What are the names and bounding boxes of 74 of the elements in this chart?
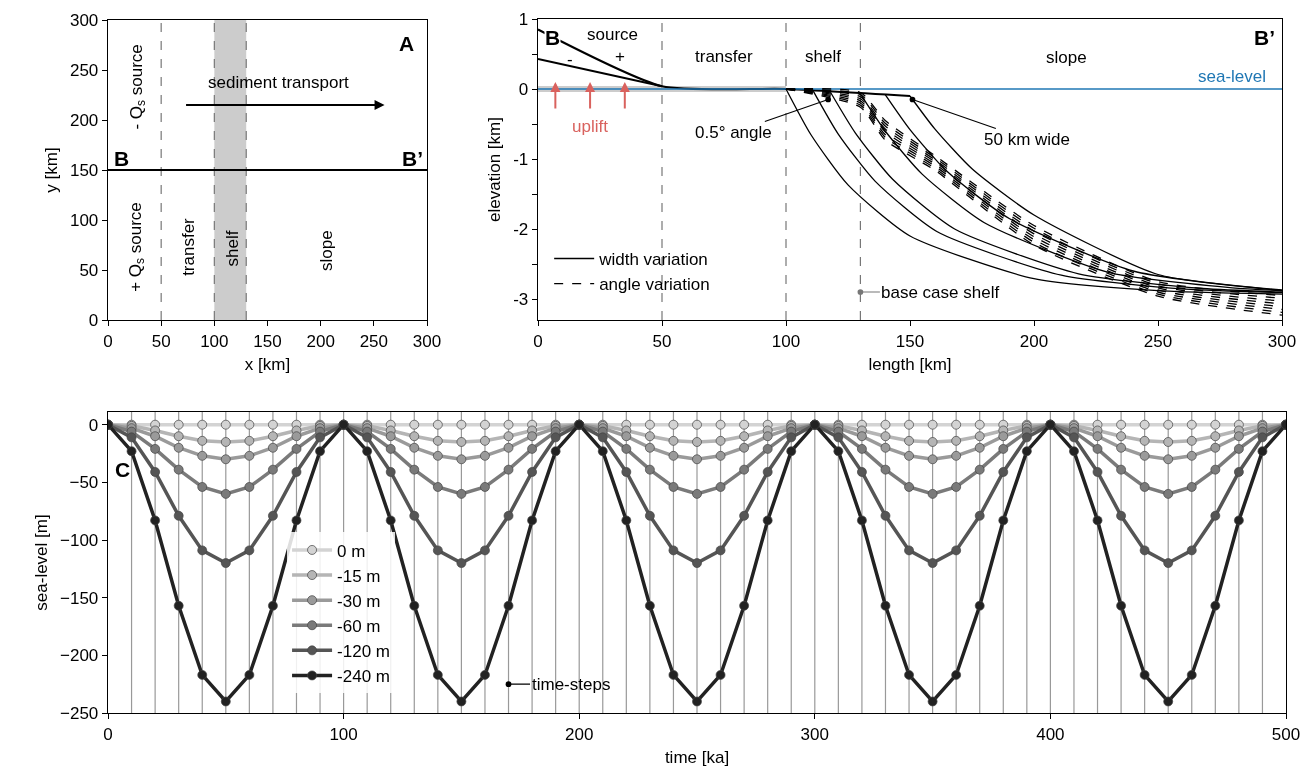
x-tick-label: 100	[329, 724, 358, 744]
series-label: sea-level	[1198, 67, 1267, 86]
annotation: source	[587, 25, 639, 44]
x-tick-label: 200	[1019, 331, 1049, 351]
annotation: slope	[1046, 48, 1087, 67]
y-tick-label: −50	[69, 473, 99, 493]
annotation: 50 km wide	[984, 130, 1070, 149]
annotation: slope	[316, 230, 336, 271]
annotation: B	[114, 147, 130, 170]
x-tick-label: 500	[1271, 724, 1301, 744]
x-tick-label: 300	[1267, 331, 1297, 351]
x-tick-label: 150	[895, 331, 925, 351]
legend-label: 0 m	[337, 541, 366, 561]
annotation: 0.5° angle	[695, 123, 772, 142]
y-tick-label: −100	[60, 530, 99, 550]
y-tick-label: -1	[513, 149, 529, 169]
x-tick-label: 300	[412, 331, 442, 351]
x-axis-title: length [km]	[868, 354, 952, 374]
x-tick-label: 200	[306, 331, 335, 351]
annotation: transfer	[178, 217, 198, 276]
y-tick-label: 50	[79, 260, 99, 280]
x-tick-label: 400	[1036, 724, 1065, 744]
x-tick-label: 100	[771, 331, 801, 351]
annotation: time-steps	[532, 675, 611, 694]
x-tick-label: 50	[151, 331, 171, 351]
y-tick-label: 300	[69, 10, 99, 30]
y-tick-label: −150	[60, 588, 99, 608]
x-tick-label: 150	[253, 331, 282, 351]
y-tick-label: 0	[88, 310, 99, 330]
x-axis-title: time [ka]	[664, 747, 730, 767]
legend-label: width variation	[598, 250, 708, 270]
legend-label: -30 m	[337, 591, 381, 611]
y-tick-label: -2	[513, 219, 529, 239]
legend-label: -15 m	[337, 566, 381, 586]
x-tick-label: 250	[359, 331, 389, 351]
y-tick-label: -3	[513, 289, 529, 309]
annotation: transfer	[695, 47, 753, 66]
y-tick-label: 1	[518, 9, 529, 29]
x-tick-label: 250	[1143, 331, 1173, 351]
x-tick-label: 0	[103, 724, 113, 744]
annotation: A	[399, 32, 415, 55]
x-axis-title: x [km]	[244, 354, 291, 374]
annotation: base case shelf	[881, 283, 1000, 302]
legend-label: angle variation	[599, 275, 710, 295]
y-tick-label: −250	[60, 703, 99, 723]
y-tick-label: 200	[69, 110, 99, 130]
y-tick-label: 250	[69, 60, 99, 80]
y-axis-title: elevation [km]	[484, 117, 504, 222]
y-tick-label: 0	[518, 79, 529, 99]
legend-label: -120 m	[337, 641, 390, 661]
annotation: B’	[1254, 26, 1275, 49]
annotation: C	[115, 458, 131, 481]
y-tick-label: 100	[69, 210, 99, 230]
annotation: shelf	[805, 47, 842, 66]
x-tick-label: 0	[103, 331, 113, 351]
y-axis-title: y [km]	[41, 147, 61, 193]
annotation: shelf	[223, 230, 243, 267]
annotation: sediment transport	[208, 73, 350, 92]
annotation: uplift	[572, 117, 609, 136]
annotation: +	[615, 47, 625, 66]
x-tick-label: 200	[565, 724, 594, 744]
annotation: B’	[402, 147, 423, 170]
x-tick-label: 300	[800, 724, 829, 744]
y-tick-label: −200	[60, 646, 99, 666]
x-tick-label: 100	[200, 331, 229, 351]
y-tick-label: 150	[69, 160, 99, 180]
y-axis-title: sea-level [m]	[31, 514, 51, 611]
legend-label: -60 m	[337, 616, 381, 636]
annotation: B	[545, 26, 561, 49]
legend-label: -240 m	[337, 667, 390, 687]
x-tick-label: 50	[652, 331, 672, 351]
y-tick-label: 0	[88, 415, 99, 435]
x-tick-label: 0	[533, 331, 543, 351]
annotation: -	[567, 50, 573, 69]
